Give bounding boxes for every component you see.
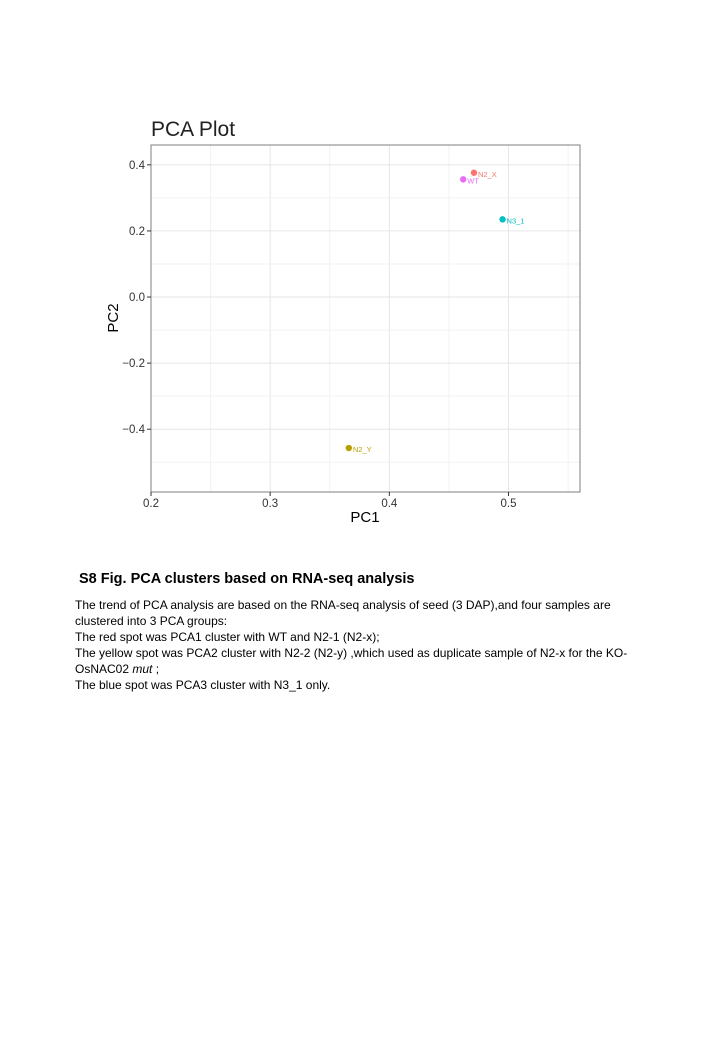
caption-body: The trend of PCA analysis are based on t… — [75, 597, 635, 693]
x-axis: 0.2 0.3 0.4 0.5 — [143, 492, 517, 510]
x-tick-label: 0.5 — [501, 498, 517, 510]
caption-italic-mut: mut — [132, 662, 153, 676]
y-tick-label: 0.2 — [129, 226, 145, 238]
caption-line-3: The yellow spot was PCA2 cluster with N2… — [75, 645, 635, 677]
y-tick-label: 0.4 — [129, 160, 146, 172]
x-tick-label: 0.3 — [262, 498, 278, 510]
caption-line-3-suffix: ; — [152, 662, 160, 676]
caption-line-3-text: The yellow spot was PCA2 cluster with N2… — [75, 646, 628, 676]
data-point-label: N3_1 — [507, 216, 525, 225]
data-point — [460, 176, 467, 183]
x-tick-label: 0.4 — [381, 498, 398, 510]
x-axis-title: PC1 — [350, 509, 379, 526]
data-point-label: WT — [467, 176, 479, 185]
data-points: N2_XWT N3_1 N2_Y — [345, 169, 525, 454]
y-tick-label: −0.2 — [122, 358, 145, 370]
y-tick-label: −0.4 — [122, 424, 145, 436]
data-point — [499, 216, 506, 223]
data-point — [345, 444, 353, 452]
y-axis: 0.4 0.2 0.0 −0.2 −0.4 — [122, 160, 151, 436]
chart-title: PCA Plot — [151, 118, 235, 141]
pca-scatter-chart: PCA Plot 0.2 0.3 0.4 0.5 0.40.20.0−0.2−0.4 … — [105, 118, 581, 526]
y-tick-label: 0.0 — [129, 292, 145, 304]
y-axis-title: PC2 — [105, 303, 122, 332]
x-tick-label: 0.2 — [143, 498, 159, 510]
plot-panel — [150, 144, 581, 493]
grid — [150, 145, 580, 492]
data-point-label: N2_Y — [353, 445, 372, 454]
caption-line-4: The blue spot was PCA3 cluster with N3_1… — [75, 678, 331, 692]
data-point — [470, 169, 478, 176]
caption-line-2: The red spot was PCA1 cluster with WT an… — [75, 630, 380, 644]
caption-line-1: The trend of PCA analysis are based on t… — [75, 598, 611, 628]
caption-title: S8 Fig. PCA clusters based on RNA-seq an… — [79, 571, 415, 587]
data-point-label: N2_X — [478, 170, 497, 179]
